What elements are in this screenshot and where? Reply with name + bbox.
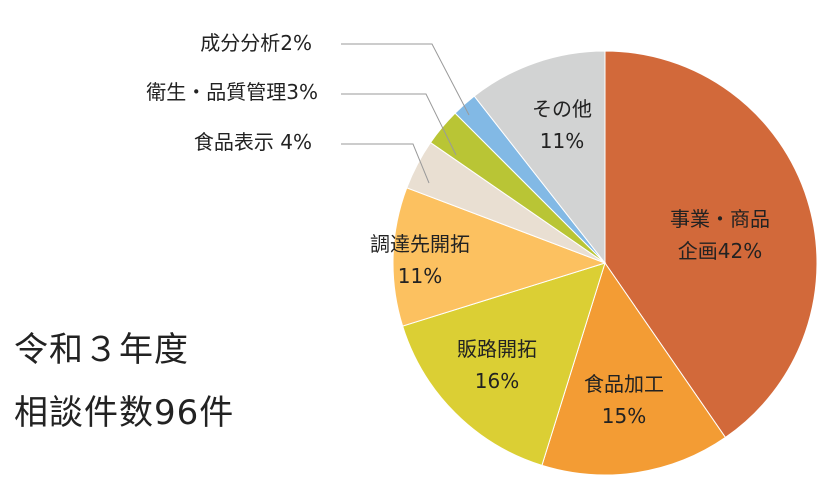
slice-label-7-0: その他: [532, 97, 592, 121]
title-count: 相談件数96件: [14, 393, 235, 433]
slice-label-2-1: 16%: [475, 369, 519, 393]
pie-slice-3: [392, 187, 607, 327]
slice-label-0-0: 事業・商品: [670, 207, 770, 231]
slice-label-5: 衛生・品質管理3%: [146, 80, 318, 104]
slice-label-6: 成分分析2%: [200, 31, 312, 55]
title-year: 令和３年度: [14, 330, 189, 370]
slice-label-4: 食品表示 4%: [194, 130, 312, 154]
slice-label-3-0: 調達先開拓: [370, 232, 470, 256]
leader-line-6: [341, 43, 470, 116]
slice-label-7-1: 11%: [540, 129, 584, 153]
pie-slice-2: [401, 262, 606, 467]
slice-label-0-1: 企画42%: [678, 239, 762, 263]
leader-line-5: [341, 93, 457, 156]
slice-label-2-0: 販路開拓: [457, 337, 537, 361]
slice-label-1-1: 15%: [602, 404, 646, 428]
pie-slice-1: [541, 261, 727, 476]
pie-slice-7: [473, 50, 606, 265]
slice-label-1-0: 食品加工: [584, 372, 664, 396]
slice-label-3-1: 11%: [398, 264, 442, 288]
leader-line-4: [341, 143, 430, 184]
pie-slice-0: [604, 50, 818, 439]
